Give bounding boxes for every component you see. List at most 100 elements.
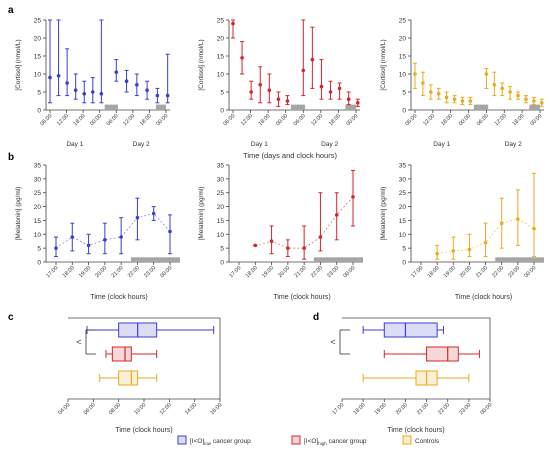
a-data-point	[267, 88, 272, 92]
a-data-point	[310, 57, 315, 62]
a-data-point	[276, 97, 281, 101]
a-x-label: Time (days and clock hours)	[243, 151, 337, 160]
b-y-tick-label: 0	[37, 260, 41, 267]
b-x-tick-label: 23:00	[143, 265, 157, 279]
b-x-tick-label: 00:00	[523, 265, 537, 279]
a-x-tick-label: 06:00	[106, 113, 120, 127]
a-y-tick-label: 10	[399, 72, 407, 79]
b-y-tick-label: 15	[399, 218, 407, 225]
b-y-tick-label: 10	[399, 232, 407, 239]
d-x-tick-label: 22:00	[437, 402, 451, 416]
a-y-label: [Cortisol] (nmol/L)	[380, 39, 387, 90]
a-y-tick-label: 0	[402, 108, 406, 115]
b-y-tick-label: 20	[399, 204, 407, 211]
b-x-tick-label: 22:00	[491, 265, 505, 279]
b-x-tick-label: 20:00	[277, 265, 291, 279]
d-x-tick-label: 19:00	[374, 402, 388, 416]
b-x-tick-label: 00:00	[159, 265, 173, 279]
a-data-point	[444, 95, 449, 100]
c-x-tick-label: 06:00	[83, 402, 97, 416]
b-data-point	[269, 239, 274, 244]
b-x-tick-label: 21:00	[475, 265, 489, 279]
c-box	[118, 370, 139, 386]
a-data-point	[492, 83, 497, 87]
a-y-tick-label: 25	[34, 18, 42, 25]
b-night-bar	[130, 257, 180, 262]
a-x-tick-label: 06:00	[293, 113, 307, 127]
b-x-tick-label: 22:00	[310, 265, 324, 279]
panel-label-a: a	[8, 5, 14, 16]
a-data-point	[114, 70, 119, 74]
b-data-point	[483, 240, 488, 245]
a-x-tick-label: 00:00	[458, 113, 472, 127]
b-y-tick-label: 10	[217, 232, 225, 239]
a-data-point	[285, 99, 290, 103]
a-data-point	[249, 90, 253, 94]
a-y-tick-label: 10	[34, 72, 42, 79]
a-y-label: [Cortisol] (nmol/L)	[15, 39, 22, 90]
d-x-tick-label: 23:00	[458, 402, 472, 416]
b-data-point	[516, 217, 520, 221]
legend-label-ctrl: Controls	[415, 438, 440, 445]
c-box	[111, 346, 132, 362]
a-x-tick-label: 12:00	[310, 113, 324, 127]
a-x-tick-label: 12:00	[422, 113, 436, 127]
b-x-tick-label: 18:00	[62, 265, 76, 279]
b-data-point	[318, 235, 323, 239]
a-data-point	[155, 93, 160, 98]
a-y-tick-label: 20	[399, 36, 407, 43]
a-data-point	[355, 101, 360, 105]
b-data-point	[286, 246, 290, 250]
b-y-tick-label: 30	[34, 176, 42, 183]
b-x-tick-label: 00:00	[342, 265, 356, 279]
b-x-tick-label: 17:00	[45, 265, 59, 279]
b-y-tick-label: 25	[217, 190, 225, 197]
a-x-tick-label: 12:00	[122, 113, 136, 127]
b-y-label: [Melatonin] (pg/ml)	[15, 187, 22, 241]
a-y-label: [Cortisol] (nmol/L)	[198, 39, 205, 90]
a-x-tick-label: 18:00	[328, 113, 342, 127]
a-y-tick-label: 5	[37, 90, 41, 97]
b-x-tick-label: 19:00	[443, 265, 457, 279]
b-series-line	[55, 213, 171, 249]
b-x-tick-label: 17:00	[410, 265, 424, 279]
a-day-label: Day 1	[433, 141, 450, 148]
a-x-tick-label: 18:00	[139, 113, 153, 127]
a-data-point	[231, 21, 235, 26]
a-x-tick-label: 18:00	[512, 113, 526, 127]
c-x-tick-label: 14:00	[184, 402, 198, 416]
b-x-label: Time (clock hours)	[273, 294, 330, 301]
a-x-tick-label: 00:00	[529, 113, 543, 127]
b-y-tick-label: 15	[34, 218, 42, 225]
a-data-point	[539, 101, 544, 105]
b-x-label: Time (clock hours)	[90, 294, 147, 301]
b-data-point	[103, 238, 107, 242]
legend-swatch-high	[291, 435, 301, 445]
a-data-point	[82, 92, 87, 96]
b-x-tick-label: 22:00	[127, 265, 141, 279]
b-y-tick-label: 5	[220, 246, 224, 253]
d-x-label: Time (clock hours)	[387, 427, 444, 434]
a-data-point	[65, 81, 69, 85]
a-data-point	[319, 84, 324, 89]
a-x-tick-label: 18:00	[440, 113, 454, 127]
b-y-label: [Melatonin] (pg/ml)	[380, 187, 387, 241]
b-night-bar	[495, 257, 544, 262]
b-x-tick-label: 18:00	[245, 265, 259, 279]
b-y-tick-label: 35	[34, 163, 42, 170]
a-data-point	[436, 92, 441, 96]
b-data-point	[302, 246, 306, 250]
a-data-point	[468, 99, 473, 103]
c-x-label: Time (clock hours)	[115, 427, 172, 434]
b-night-bar	[313, 257, 363, 262]
b-data-point	[86, 243, 91, 248]
b-y-tick-label: 20	[34, 204, 42, 211]
d-x-tick-label: 17:00	[331, 402, 345, 416]
a-data-point	[165, 93, 170, 98]
c-x-tick-label: 08:00	[108, 402, 122, 416]
c-x-tick-label: 04:00	[57, 402, 71, 416]
a-day-label: Day 2	[133, 141, 150, 148]
a-x-tick-label: 06:00	[222, 113, 236, 127]
b-y-tick-label: 0	[220, 260, 224, 267]
